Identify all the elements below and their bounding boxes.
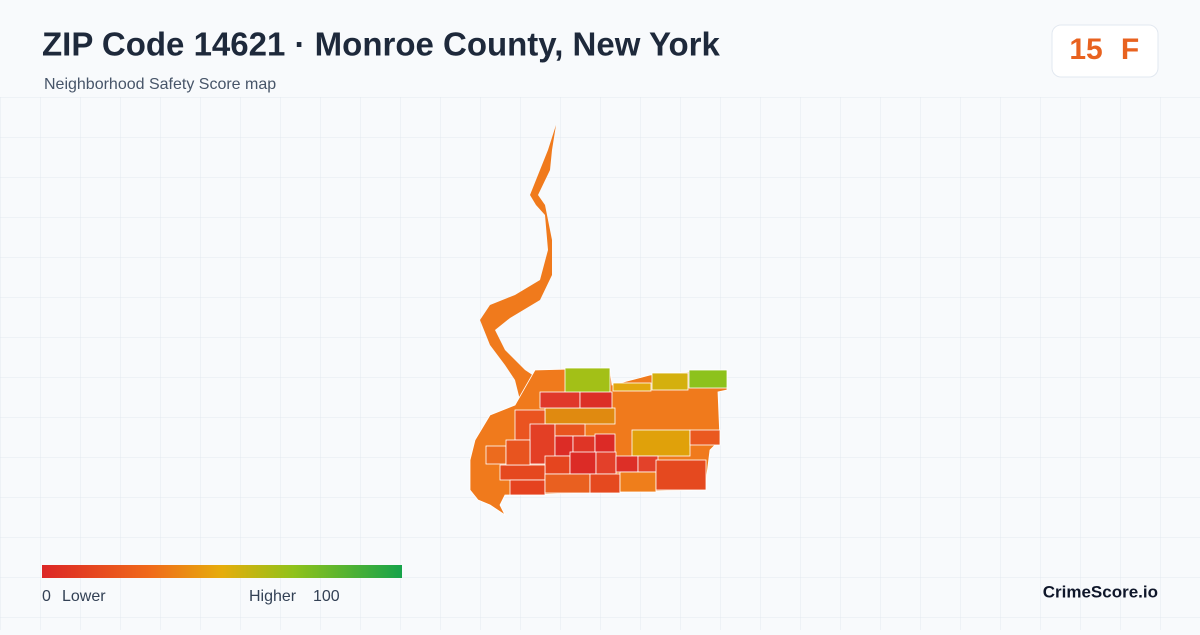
river-area [480, 125, 556, 400]
block [619, 471, 657, 493]
grade: F [1121, 33, 1139, 66]
header-bg [0, 0, 1200, 97]
block [689, 429, 721, 446]
block [615, 455, 639, 473]
block [589, 473, 621, 494]
legend-min: 0 [42, 588, 51, 605]
score-badge [1051, 24, 1159, 78]
block [544, 407, 616, 425]
block [579, 391, 613, 409]
brand: CrimeScore.io [1043, 582, 1158, 601]
legend-scale [42, 565, 402, 578]
block [505, 439, 531, 466]
block [594, 433, 616, 455]
score: 15 [1069, 33, 1102, 66]
block [631, 429, 691, 457]
block [554, 423, 586, 437]
block [595, 451, 617, 475]
block [651, 372, 689, 391]
block [688, 369, 728, 389]
zip-map [469, 125, 728, 517]
block [499, 464, 546, 481]
block [509, 479, 546, 496]
legend-max: 100 [313, 588, 340, 605]
subtitle: Neighborhood Safety Score map [44, 76, 276, 93]
block [637, 455, 659, 473]
block [544, 473, 591, 494]
legend-min-label: Lower [62, 588, 106, 605]
block [485, 445, 507, 465]
legend-max-label: Higher [249, 588, 297, 605]
block [569, 451, 597, 475]
map-grid [0, 97, 1200, 630]
block [612, 382, 652, 392]
title: ZIP Code 14621 · Monroe County, New York [42, 26, 721, 63]
block [544, 455, 571, 475]
block [539, 391, 581, 409]
block [655, 459, 707, 491]
block [564, 367, 611, 395]
